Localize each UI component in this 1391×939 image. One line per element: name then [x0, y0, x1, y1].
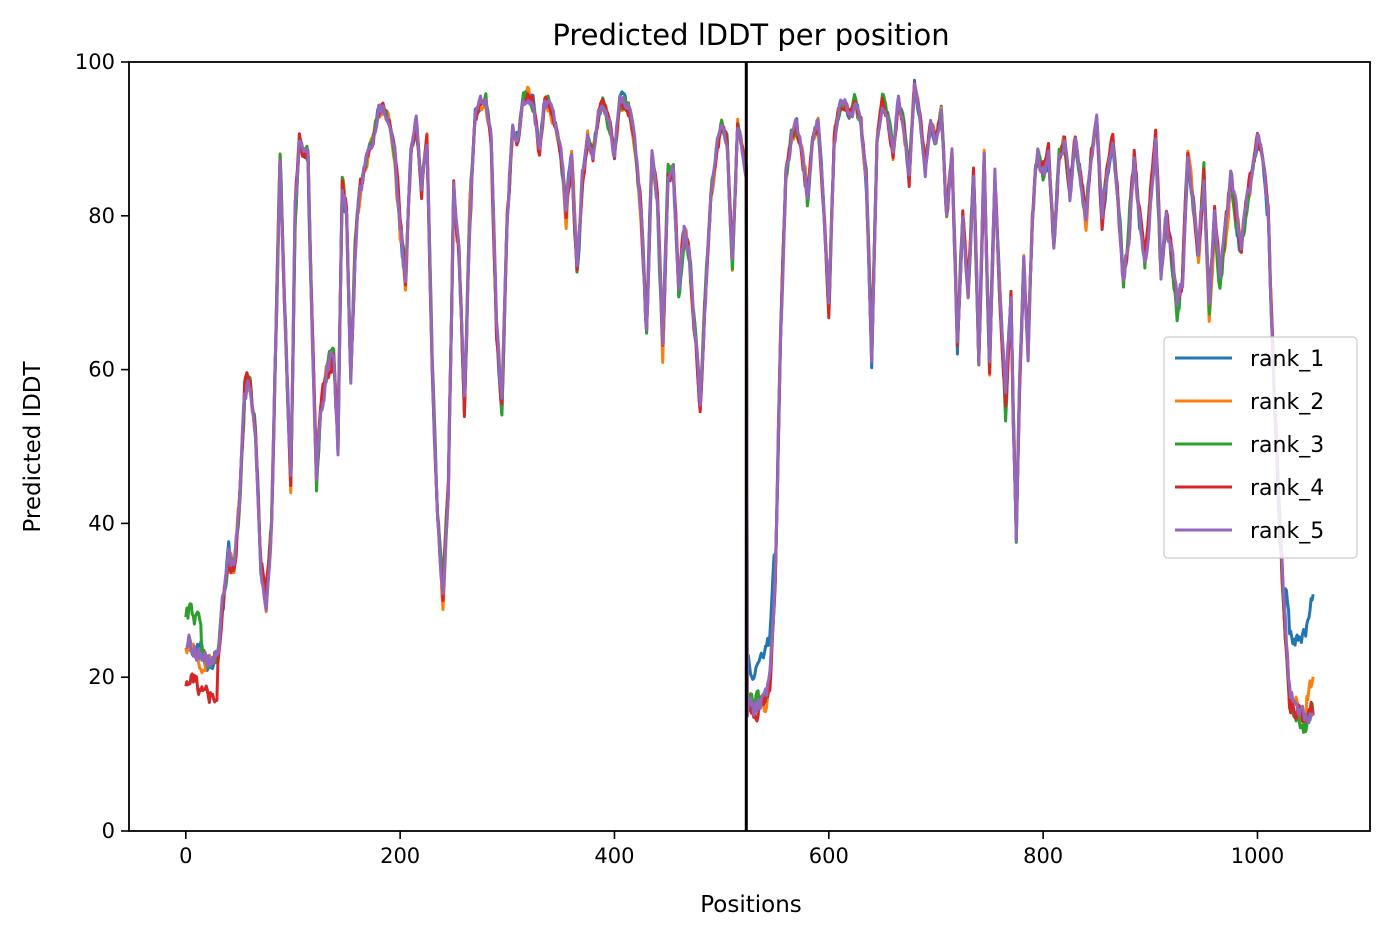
- legend-label: rank_3: [1250, 433, 1324, 458]
- x-tick-label: 800: [1023, 844, 1063, 868]
- x-tick-label: 1000: [1231, 844, 1284, 868]
- legend: rank_1 rank_2 rank_3 rank_4 rank_5: [1163, 336, 1358, 559]
- y-tick-label: 80: [88, 204, 115, 228]
- y-axis-label: Predicted lDDT: [20, 360, 46, 532]
- series-line-rank_1: [185, 78, 1315, 681]
- y-axis-ticks: 0 20 40 60 80 100: [75, 50, 129, 843]
- series-line-rank_4: [184, 81, 1315, 723]
- legend-label: rank_5: [1250, 519, 1324, 544]
- y-tick-label: 60: [88, 358, 115, 382]
- plot-lines: [184, 78, 1315, 734]
- series-line-rank_2: [184, 83, 1315, 732]
- x-tick-label: 200: [380, 844, 420, 868]
- x-tick-label: 400: [594, 844, 634, 868]
- series-line-rank_3: [184, 86, 1315, 734]
- legend-label: rank_1: [1250, 347, 1324, 372]
- chart-title: Predicted lDDT per position: [552, 18, 949, 52]
- series-line-rank_5: [185, 82, 1315, 724]
- legend-label: rank_2: [1250, 390, 1324, 415]
- y-tick-label: 100: [75, 50, 115, 74]
- y-tick-label: 0: [102, 819, 115, 843]
- legend-label: rank_4: [1250, 476, 1324, 501]
- x-axis-ticks: 0 200 400 600 800 1000: [179, 831, 1284, 868]
- plot-frame: [128, 61, 1371, 832]
- y-tick-label: 40: [88, 511, 115, 535]
- legend-box: [1163, 336, 1358, 559]
- x-tick-label: 600: [809, 844, 849, 868]
- x-tick-label: 0: [179, 844, 192, 868]
- y-tick-label: 20: [88, 665, 115, 689]
- x-axis-label: Positions: [700, 892, 802, 918]
